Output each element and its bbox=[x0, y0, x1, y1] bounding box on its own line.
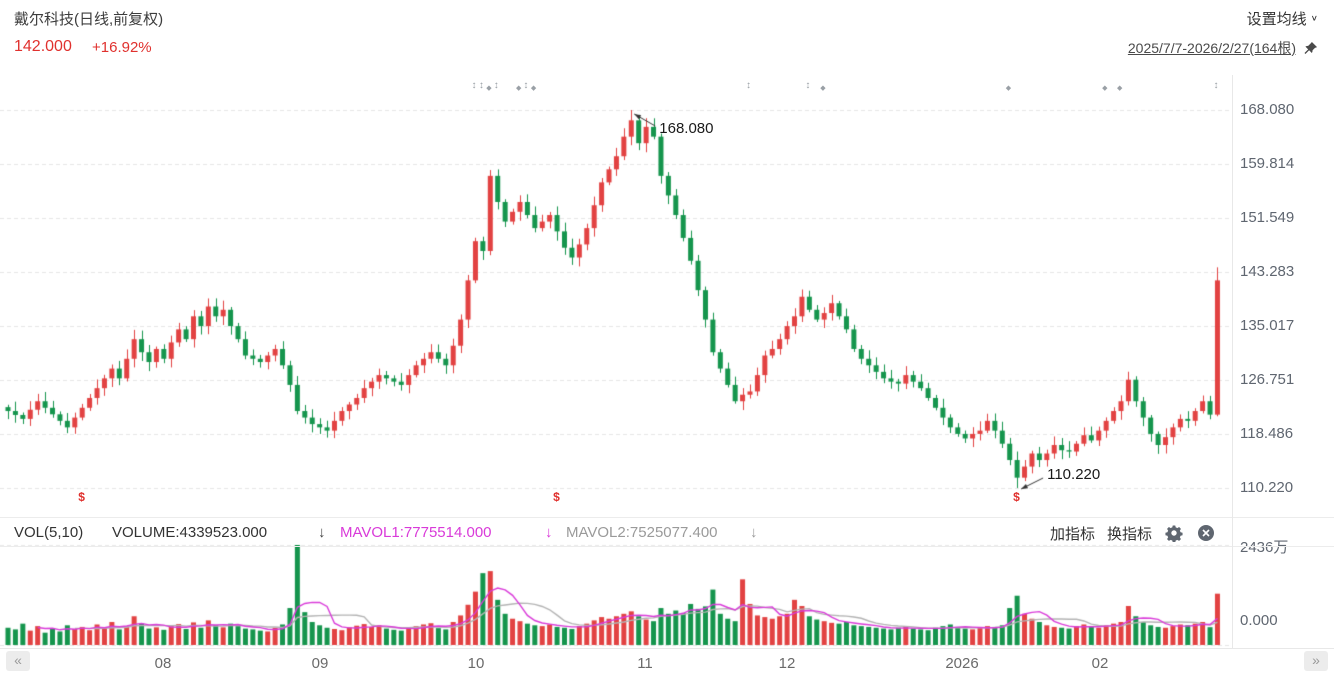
time-axis-label: 12 bbox=[778, 655, 796, 672]
switch-indicator-button[interactable]: 换指标 bbox=[1106, 525, 1152, 543]
close-icon[interactable] bbox=[1196, 523, 1216, 543]
announcement-marker-icon[interactable]: ↕ bbox=[493, 80, 499, 91]
time-axis-label: 11 bbox=[637, 655, 653, 672]
ma-settings-label: 设置均线 bbox=[1246, 11, 1307, 28]
dividend-marker-icon[interactable]: $ bbox=[78, 490, 85, 504]
time-axis: 08 09 10 11 12 2026 02 bbox=[0, 648, 1334, 675]
time-axis-label: 2026 bbox=[945, 655, 979, 672]
price-tick-label: 143.283 bbox=[1240, 262, 1295, 280]
announcement-marker-icon[interactable]: ↕ bbox=[746, 80, 751, 91]
vol-indicator-label: VOL(5,10) bbox=[14, 524, 84, 541]
dividend-marker-icon[interactable]: $ bbox=[1013, 490, 1020, 504]
announcement-marker-icon[interactable]: ◆ bbox=[530, 85, 537, 92]
volume-tick-label-top: 2436万 bbox=[1240, 539, 1289, 556]
volume-legend: VOL(5,10) VOLUME:4339523.000 ↓ MAVOL1:77… bbox=[0, 519, 1334, 547]
announcement-marker-icon[interactable]: ◆ bbox=[1117, 85, 1123, 92]
price-tick-label: 126.751 bbox=[1240, 371, 1295, 388]
divider bbox=[0, 517, 1334, 518]
pin-icon[interactable] bbox=[1302, 40, 1318, 56]
low-price-annotation: 110.220 bbox=[1047, 465, 1101, 483]
announcement-marker-icon[interactable]: ↕ bbox=[471, 80, 477, 91]
announcement-marker-icon[interactable]: ◆ bbox=[820, 85, 826, 92]
scroll-right-button[interactable]: » bbox=[1304, 651, 1328, 671]
mavol2-down-arrow-icon: ↓ bbox=[750, 524, 758, 541]
announcement-marker-icon[interactable]: ↕ bbox=[805, 80, 811, 91]
symbol-title: 戴尔科技(日线,前复权) bbox=[14, 11, 164, 28]
time-axis-label: 10 bbox=[467, 655, 485, 672]
announcement-marker-icon[interactable]: ◆ bbox=[486, 85, 492, 92]
high-price-annotation: 168.080 bbox=[659, 120, 714, 137]
price-tick-label: 168.080 bbox=[1240, 101, 1295, 118]
volume-down-arrow-icon: ↓ bbox=[318, 524, 326, 541]
announcement-marker-icon[interactable]: ↕ bbox=[523, 80, 529, 91]
mavol1-down-arrow-icon: ↓ bbox=[545, 524, 553, 541]
mavol1-value: MAVOL1:7775514.000 bbox=[340, 524, 492, 541]
announcement-marker-icon[interactable]: ↕ bbox=[1213, 80, 1219, 91]
announcement-marker-icon[interactable]: ◆ bbox=[1005, 85, 1012, 92]
price-tick-label: 159.814 bbox=[1240, 155, 1295, 172]
volume-tick-label-zero: 0.000 bbox=[1240, 612, 1278, 629]
price-change-percent: +16.92% bbox=[92, 39, 152, 56]
announcement-marker-icon[interactable]: ◆ bbox=[1102, 85, 1108, 92]
time-axis-label: 02 bbox=[1091, 655, 1109, 672]
date-range-link[interactable]: 2025/7/7-2026/2/27(164根) bbox=[1127, 40, 1296, 56]
price-tick-label: 118.486 bbox=[1240, 424, 1294, 442]
ma-settings-button[interactable]: 设置均线 ∨ bbox=[1247, 8, 1318, 29]
mavol2-value: MAVOL2:7525077.400 bbox=[566, 524, 718, 541]
chevron-down-icon: ∨ bbox=[1310, 14, 1318, 23]
price-tick-label: 110.220 bbox=[1240, 478, 1294, 496]
plot-right-border bbox=[1232, 75, 1233, 648]
dividend-marker-icon[interactable]: $ bbox=[553, 490, 560, 504]
announcement-marker-icon[interactable]: ↕ bbox=[478, 80, 484, 91]
price-tick-label: 151.549 bbox=[1240, 208, 1295, 226]
last-price: 142.000 bbox=[14, 38, 72, 55]
announcement-marker-icon[interactable]: ◆ bbox=[515, 85, 522, 92]
scroll-left-button[interactable]: « bbox=[6, 651, 30, 671]
volume-value: VOLUME:4339523.000 bbox=[112, 524, 268, 541]
add-indicator-button[interactable]: 加指标 bbox=[1049, 525, 1095, 543]
time-axis-label: 09 bbox=[311, 655, 329, 672]
divider bbox=[0, 546, 1334, 547]
price-tick-label: 135.017 bbox=[1240, 317, 1295, 334]
gear-icon[interactable] bbox=[1164, 523, 1184, 543]
time-axis-label: 08 bbox=[154, 655, 172, 672]
